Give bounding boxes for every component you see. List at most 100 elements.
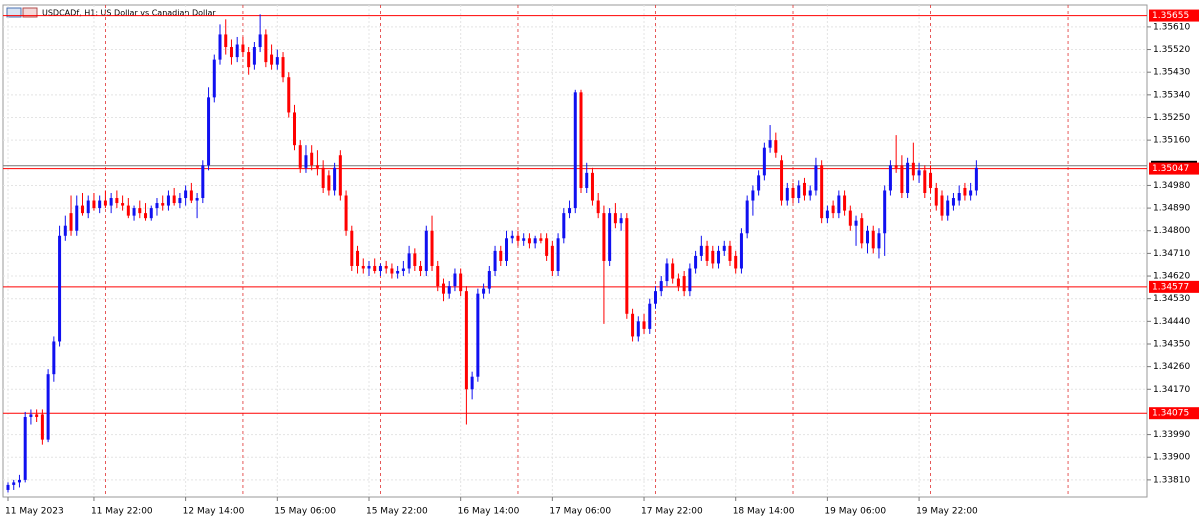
candle-body xyxy=(808,190,812,196)
y-tick-label: 1.33810 xyxy=(1153,475,1190,485)
candle-body xyxy=(722,245,726,251)
candle-body xyxy=(46,374,50,440)
candle-body xyxy=(631,313,635,337)
candle-body xyxy=(40,414,44,440)
candle-body xyxy=(80,205,84,214)
candle-body xyxy=(797,185,801,199)
y-tick-label: 1.34350 xyxy=(1153,339,1190,349)
candle-body xyxy=(315,165,319,168)
candle-body xyxy=(126,205,130,216)
candle-body xyxy=(195,198,199,201)
x-tick-label: 16 May 14:00 xyxy=(458,507,520,517)
candle-body xyxy=(430,230,434,266)
y-tick-label: 1.34890 xyxy=(1153,204,1190,214)
candle-body xyxy=(877,233,881,249)
candle-body xyxy=(407,253,411,269)
candle-body xyxy=(115,198,119,204)
candle-body xyxy=(802,182,806,196)
y-tick-label: 1.34710 xyxy=(1153,249,1190,259)
candle-body xyxy=(648,303,652,329)
candle-body xyxy=(109,198,113,206)
candle-body xyxy=(906,162,910,193)
candle-body xyxy=(121,203,125,206)
candle-body xyxy=(848,210,852,226)
candle-body xyxy=(900,165,904,193)
candle-body xyxy=(470,376,474,390)
candle-body xyxy=(579,92,583,188)
y-tick-label: 1.35250 xyxy=(1153,113,1190,123)
candle-body xyxy=(350,230,354,266)
candle-body xyxy=(333,167,337,191)
candle-body xyxy=(694,255,698,269)
candle-body xyxy=(957,192,961,201)
candle-body xyxy=(596,200,600,214)
candle-body xyxy=(459,273,463,292)
x-tick-label: 11 May 2023 xyxy=(5,507,64,517)
candle-body xyxy=(138,208,142,214)
candle-body xyxy=(499,250,503,261)
price-label: 1.34075 xyxy=(1152,409,1189,419)
candle-body xyxy=(161,203,165,206)
candle-body xyxy=(241,44,245,53)
chart-title: USDCADf, H1: US Dollar vs Canadian Dolla… xyxy=(42,9,216,18)
y-tick-label: 1.33990 xyxy=(1153,430,1190,440)
price-label-box xyxy=(1149,407,1199,420)
y-tick-label: 1.35160 xyxy=(1153,136,1190,146)
candle-body xyxy=(482,288,486,294)
candle-body xyxy=(281,57,285,78)
candle-body xyxy=(946,200,950,216)
candle-body xyxy=(613,213,617,224)
candle-body xyxy=(396,271,400,274)
y-tick-label: 1.34800 xyxy=(1153,226,1190,236)
candle-body xyxy=(625,218,629,314)
candle-body xyxy=(969,190,973,196)
candle-body xyxy=(52,341,56,375)
candle-body xyxy=(436,265,440,287)
candle-body xyxy=(934,187,938,206)
candle-body xyxy=(293,112,296,146)
candle-body xyxy=(361,265,365,269)
candle-body xyxy=(774,140,778,153)
candle-body xyxy=(568,208,572,214)
candle-body xyxy=(820,165,824,219)
candle-body xyxy=(883,190,887,234)
candle-body xyxy=(888,165,892,191)
candle-body xyxy=(923,170,927,193)
x-tick-label: 17 May 06:00 xyxy=(549,507,611,517)
candle-body xyxy=(940,195,944,216)
candle-body xyxy=(676,278,680,287)
candle-body xyxy=(178,198,182,204)
x-tick-label: 17 May 22:00 xyxy=(641,507,703,517)
candle-body xyxy=(642,321,646,329)
candle-body xyxy=(166,195,170,206)
candle-body xyxy=(533,238,537,244)
candle-body xyxy=(814,165,818,191)
candle-body xyxy=(63,225,67,236)
candle-body xyxy=(69,213,73,231)
candle-body xyxy=(378,265,382,272)
candle-body xyxy=(373,265,377,272)
candle-body xyxy=(699,245,703,256)
candle-body xyxy=(636,321,640,337)
candle-body xyxy=(894,165,898,168)
candle-body xyxy=(252,47,256,65)
candle-body xyxy=(212,59,216,98)
candle-body xyxy=(854,220,858,226)
plot-frame xyxy=(2,4,1148,498)
candle-body xyxy=(871,230,875,249)
candle-body xyxy=(321,167,325,188)
candle-body xyxy=(23,416,27,480)
candle-body xyxy=(768,140,772,148)
price-label-box xyxy=(1149,280,1199,293)
candle-body xyxy=(247,52,251,68)
candle-body xyxy=(304,155,308,168)
y-tick-label: 1.34440 xyxy=(1153,317,1190,327)
candle-body xyxy=(837,195,841,214)
x-tick-label: 12 May 14:00 xyxy=(183,507,245,517)
candle-body xyxy=(419,265,423,272)
candle-body xyxy=(270,54,274,65)
candle-body xyxy=(929,172,933,188)
price-label-box xyxy=(1149,162,1199,175)
y-tick-label: 1.34980 xyxy=(1153,181,1190,191)
